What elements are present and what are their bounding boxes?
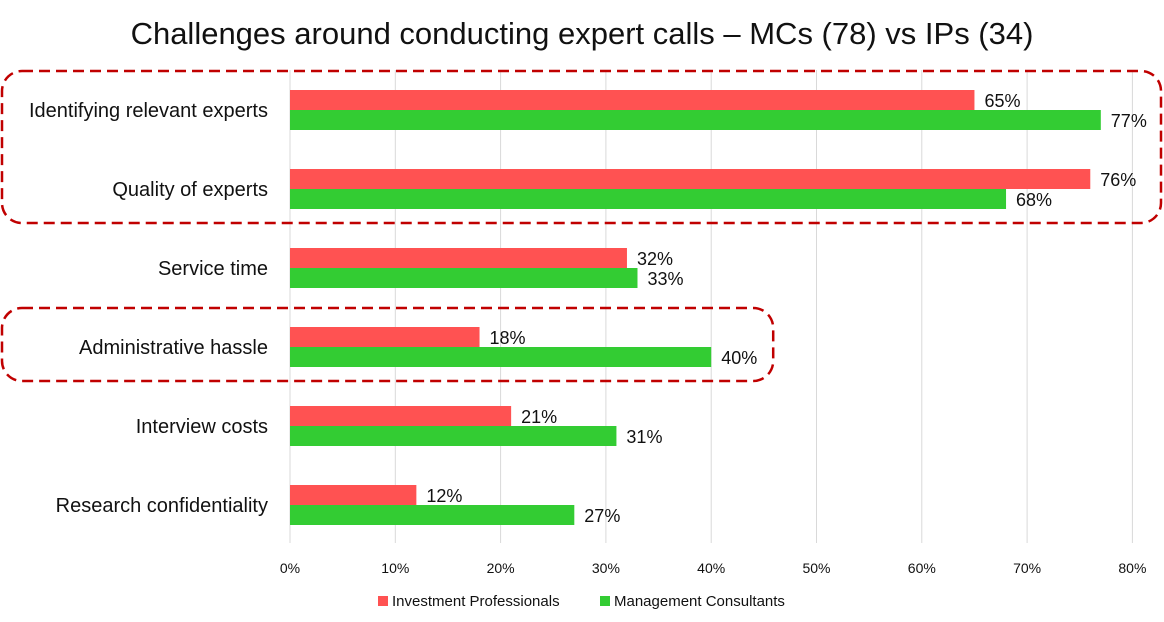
bar-1-3 (290, 347, 712, 367)
bar-1-0 (290, 110, 1101, 130)
x-tick-label-1: 10% (381, 560, 409, 576)
highlight-boxes (0, 69, 1163, 383)
bar-1-5 (290, 505, 575, 525)
bar-0-3 (290, 327, 480, 347)
category-label-4: Interview costs (136, 416, 268, 438)
legend-swatch-1 (600, 596, 610, 606)
data-label-0-4: 21% (521, 407, 557, 427)
x-tick-label-3: 30% (592, 560, 620, 576)
bar-0-4 (290, 406, 512, 426)
category-label-3: Administrative hassle (79, 337, 268, 359)
x-tick-label-8: 80% (1118, 560, 1146, 576)
x-tick-label-2: 20% (487, 560, 515, 576)
data-label-0-1: 76% (1100, 170, 1136, 190)
data-label-1-1: 68% (1016, 190, 1052, 210)
data-label-1-5: 27% (584, 506, 620, 526)
bar-0-0 (290, 90, 975, 110)
category-label-5: Research confidentiality (56, 495, 268, 517)
bar-1-2 (290, 268, 638, 288)
data-label-1-0: 77% (1111, 111, 1147, 131)
bar-0-5 (290, 485, 417, 505)
x-tick-label-5: 50% (802, 560, 830, 576)
data-label-1-3: 40% (721, 348, 757, 368)
category-label-1: Quality of experts (112, 179, 268, 201)
category-label-0: Identifying relevant experts (29, 100, 268, 122)
highlight-box-1 (0, 306, 775, 383)
x-axis-ticks: 0% 10% 20% 30% 40% 50% 60% 70% 80% (280, 560, 1147, 576)
data-label-0-5: 12% (426, 486, 462, 506)
legend-label-1: Management Consultants (614, 593, 785, 610)
x-tick-label-6: 60% (908, 560, 936, 576)
bar-1-1 (290, 189, 1007, 209)
legend-swatch-0 (378, 596, 388, 606)
data-label-1-2: 33% (647, 269, 683, 289)
data-label-0-2: 32% (637, 249, 673, 269)
gridlines (289, 70, 1133, 543)
bar-1-4 (290, 426, 617, 446)
x-tick-label-0: 0% (280, 560, 300, 576)
data-label-1-4: 31% (626, 427, 662, 447)
bar-0-1 (290, 169, 1091, 189)
x-tick-label-7: 70% (1013, 560, 1041, 576)
chart-title: Challenges around conducting expert call… (131, 16, 1034, 51)
category-label-2: Service time (158, 258, 268, 280)
x-tick-label-4: 40% (697, 560, 725, 576)
data-label-0-0: 65% (984, 91, 1020, 111)
legend-label-0: Investment Professionals (392, 593, 560, 610)
bars: 65% 77% 76% 68% 32%33% 18% 40% 21% 31% 12% 27% (290, 90, 1147, 526)
bar-0-2 (290, 248, 627, 268)
category-labels: Identifying relevant experts Quality of e… (29, 100, 268, 517)
legend: Investment Professionals Management Consu… (378, 593, 785, 610)
highlight-box-0 (0, 69, 1163, 225)
data-label-0-3: 18% (490, 328, 526, 348)
